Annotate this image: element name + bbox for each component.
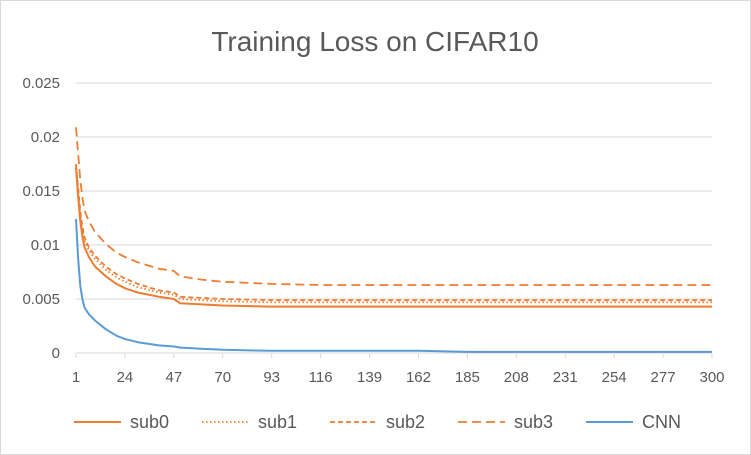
x-tick-label: 1 [72, 369, 80, 386]
legend-label-sub2: sub2 [386, 412, 425, 432]
x-tick-label: 185 [455, 369, 480, 386]
legend-label-sub0: sub0 [130, 412, 169, 432]
x-tick-label: 231 [553, 369, 578, 386]
y-tick-label: 0.015 [22, 183, 60, 200]
y-tick-label: 0.01 [31, 237, 60, 254]
y-axis-ticks: 0 0.005 0.01 0.015 0.02 0.025 [22, 75, 60, 362]
x-tick-label: 139 [357, 369, 382, 386]
legend: sub0 sub1 sub2 sub3 CNN [74, 412, 681, 432]
y-tick-label: 0.025 [22, 75, 60, 92]
x-tick-label: 70 [214, 369, 231, 386]
series-line-sub3 [75, 127, 712, 286]
series-line-sub1 [75, 165, 712, 304]
series-lines [75, 127, 712, 353]
x-tick-label: 162 [406, 369, 431, 386]
x-axis-ticks: 1 24 47 70 93 116 139 162 185 208 231 254 277 300 [72, 353, 725, 386]
x-tick-label: 116 [309, 369, 333, 386]
y-tick-label: 0.005 [22, 291, 60, 308]
y-tick-label: 0 [52, 345, 60, 362]
x-tick-label: 24 [117, 369, 134, 386]
legend-label-sub3: sub3 [514, 412, 553, 432]
grid-lines [76, 82, 712, 354]
series-line-sub0 [75, 167, 712, 308]
series-line-cnn [75, 219, 712, 353]
x-tick-label: 93 [263, 369, 280, 386]
x-tick-label: 277 [651, 369, 676, 386]
x-tick-label: 254 [602, 369, 627, 386]
x-tick-label: 300 [699, 369, 724, 386]
y-tick-label: 0.02 [31, 129, 60, 146]
series-line-sub2 [75, 163, 712, 302]
x-tick-label: 208 [504, 369, 529, 386]
legend-label-sub1: sub1 [258, 412, 297, 432]
chart-title: Training Loss on CIFAR10 [211, 26, 538, 57]
x-tick-label: 47 [166, 369, 183, 386]
legend-label-cnn: CNN [642, 412, 681, 432]
